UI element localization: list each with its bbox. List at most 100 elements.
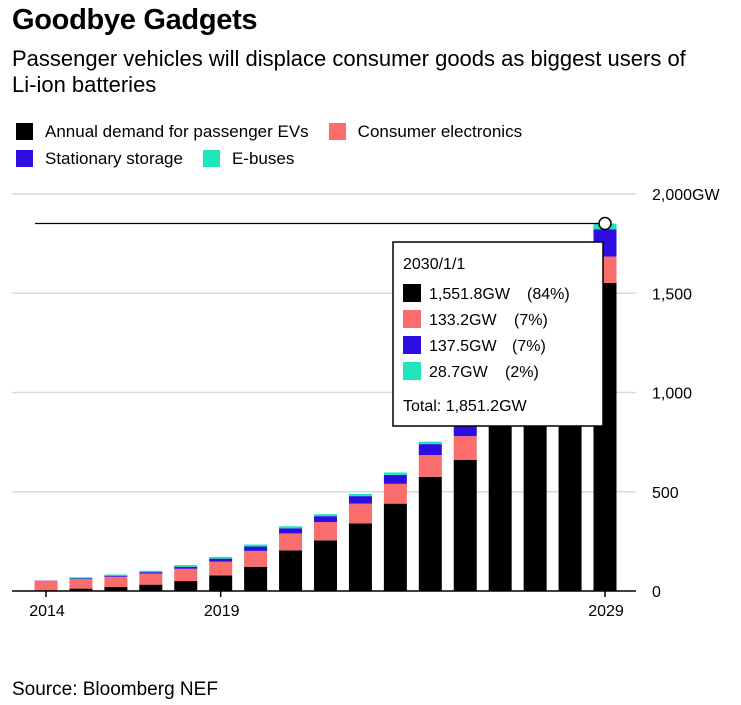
bar-segment-ev bbox=[244, 566, 268, 591]
bar-stack[interactable] bbox=[348, 493, 372, 591]
legend: Annual demand for passenger EVs Consumer… bbox=[16, 118, 716, 172]
chart-title: Goodbye Gadgets bbox=[12, 4, 258, 36]
bar-segment-consumer bbox=[34, 580, 58, 591]
legend-swatch-ebuses bbox=[202, 150, 220, 167]
bar-segment-stationary bbox=[244, 546, 268, 551]
bar-stack[interactable] bbox=[383, 472, 407, 591]
bar-segment-ev bbox=[453, 459, 477, 591]
bar-stack[interactable] bbox=[139, 570, 163, 591]
legend-item-ebuses[interactable]: E-buses bbox=[202, 148, 295, 169]
legend-label-ebuses: E-buses bbox=[231, 148, 295, 168]
bar-segment-ebuses bbox=[383, 472, 407, 475]
bar-segment-consumer bbox=[453, 436, 477, 460]
bar-segment-ev bbox=[69, 588, 93, 591]
legend-swatch-ev bbox=[16, 123, 33, 140]
bar-stack[interactable] bbox=[453, 420, 477, 591]
bar-segment-consumer bbox=[174, 568, 198, 582]
bar-stack[interactable] bbox=[279, 526, 303, 591]
bar-segment-consumer bbox=[279, 533, 303, 551]
bar-segment-stationary bbox=[418, 444, 442, 456]
bar-segment-ebuses bbox=[139, 570, 163, 573]
y-tick-label: 1,500 bbox=[652, 286, 692, 303]
bar-segment-ebuses bbox=[348, 493, 372, 497]
legend-row-2: Stationary storage E-buses bbox=[16, 145, 716, 172]
bar-stack[interactable] bbox=[69, 577, 93, 591]
bar-segment-ev bbox=[348, 523, 372, 591]
bar-segment-stationary bbox=[348, 496, 372, 504]
bar-segment-ev bbox=[104, 587, 128, 591]
bar-segment-ebuses bbox=[104, 574, 128, 576]
bar-segment-stationary bbox=[174, 566, 198, 569]
hover-layer bbox=[35, 216, 612, 231]
bar-segment-stationary bbox=[69, 578, 93, 580]
bar-segment-ev bbox=[174, 581, 198, 591]
stacked-bar-chart: 0 500 1,000 1,500 2,000GW 2014 2019 2029 2030/1… bbox=[12, 187, 720, 620]
bar-segment-consumer bbox=[139, 573, 163, 585]
legend-item-consumer[interactable]: Consumer electronics bbox=[328, 121, 523, 142]
bar-segment-ebuses bbox=[174, 564, 198, 567]
bar-stack[interactable] bbox=[34, 580, 58, 591]
bar-segment-stationary bbox=[209, 558, 233, 562]
bar-segment-consumer bbox=[418, 455, 442, 477]
bar-segment-stationary bbox=[453, 423, 477, 437]
hover-marker bbox=[598, 216, 612, 231]
bar-segment-stationary bbox=[279, 528, 303, 534]
bar-stack[interactable] bbox=[104, 574, 128, 591]
bar-stack[interactable] bbox=[209, 556, 233, 591]
bar-segment-ebuses bbox=[209, 556, 233, 559]
tooltip-date: 2030/1/1 bbox=[403, 256, 465, 273]
bar-segment-consumer bbox=[244, 550, 268, 567]
y-tick-label: 0 bbox=[652, 584, 661, 601]
bar-segment-ev bbox=[523, 376, 547, 591]
bar-segment-ev bbox=[418, 476, 442, 591]
tooltip-value-stationary: 137.5GW bbox=[429, 338, 497, 355]
tooltip-swatch-ev bbox=[403, 284, 421, 302]
bar-segment-stationary bbox=[314, 516, 337, 523]
tooltip-value-consumer: 133.2GW bbox=[429, 312, 497, 329]
legend-item-ev[interactable]: Annual demand for passenger EVs bbox=[16, 122, 309, 142]
bar-stack[interactable] bbox=[418, 441, 442, 591]
y-tick-label: 500 bbox=[652, 485, 679, 502]
tooltip-swatch-stationary bbox=[403, 336, 421, 354]
axis-layer: 0 500 1,000 1,500 2,000GW 2014 2019 2029 bbox=[12, 187, 720, 620]
chart-subtitle: Passenger vehicles will displace consume… bbox=[12, 46, 686, 97]
bar-segment-ebuses bbox=[418, 441, 442, 445]
legend-label-stationary: Stationary storage bbox=[45, 148, 183, 168]
tooltip-box bbox=[392, 241, 604, 427]
x-tick-label: 2014 bbox=[29, 603, 65, 620]
bar-segment-consumer bbox=[209, 561, 233, 576]
bar-stack[interactable] bbox=[314, 514, 337, 591]
bar-segment-ebuses bbox=[244, 544, 268, 547]
tooltip-pct-stationary: (7%) bbox=[512, 338, 546, 355]
tooltip-value-ebuses: 28.7GW bbox=[429, 364, 489, 381]
legend-row-1: Annual demand for passenger EVs Consumer… bbox=[16, 118, 716, 145]
tooltip-swatch-consumer bbox=[403, 310, 421, 328]
legend-label-consumer: Consumer electronics bbox=[357, 121, 523, 141]
bar-segment-ev bbox=[488, 416, 512, 591]
bar-stack[interactable] bbox=[174, 564, 198, 591]
legend-swatch-stationary bbox=[16, 150, 33, 167]
legend-label-ev: Annual demand for passenger EVs bbox=[45, 121, 309, 141]
bar-segment-consumer bbox=[69, 579, 93, 589]
legend-item-stationary[interactable]: Stationary storage bbox=[16, 149, 183, 169]
bar-segment-ebuses bbox=[279, 526, 303, 529]
tooltip-value-ev: 1,551.8GW bbox=[429, 286, 511, 303]
bar-segment-ebuses bbox=[69, 577, 93, 579]
tooltip-total: Total: 1,851.2GW bbox=[403, 398, 528, 415]
tooltip-pct-ebuses: (2%) bbox=[505, 364, 539, 381]
x-tick-label: 2029 bbox=[588, 603, 624, 620]
bar-segment-consumer bbox=[104, 576, 128, 588]
bar-segment-ebuses bbox=[314, 514, 337, 517]
bar-segment-ev bbox=[279, 550, 303, 591]
y-tick-label: 2,000GW bbox=[652, 187, 720, 204]
tooltip-pct-ev: (84%) bbox=[527, 286, 570, 303]
bar-stack[interactable] bbox=[244, 544, 268, 591]
bar-segment-ev bbox=[139, 584, 163, 591]
tooltip-swatch-ebuses bbox=[403, 362, 421, 380]
y-tick-label: 1,000 bbox=[652, 386, 692, 403]
bar-segment-consumer bbox=[383, 483, 407, 504]
bar-segment-consumer bbox=[314, 522, 337, 541]
source-note: Source: Bloomberg NEF bbox=[12, 679, 218, 700]
bar-segment-ev bbox=[383, 503, 407, 591]
bar-segment-ev bbox=[314, 540, 337, 591]
